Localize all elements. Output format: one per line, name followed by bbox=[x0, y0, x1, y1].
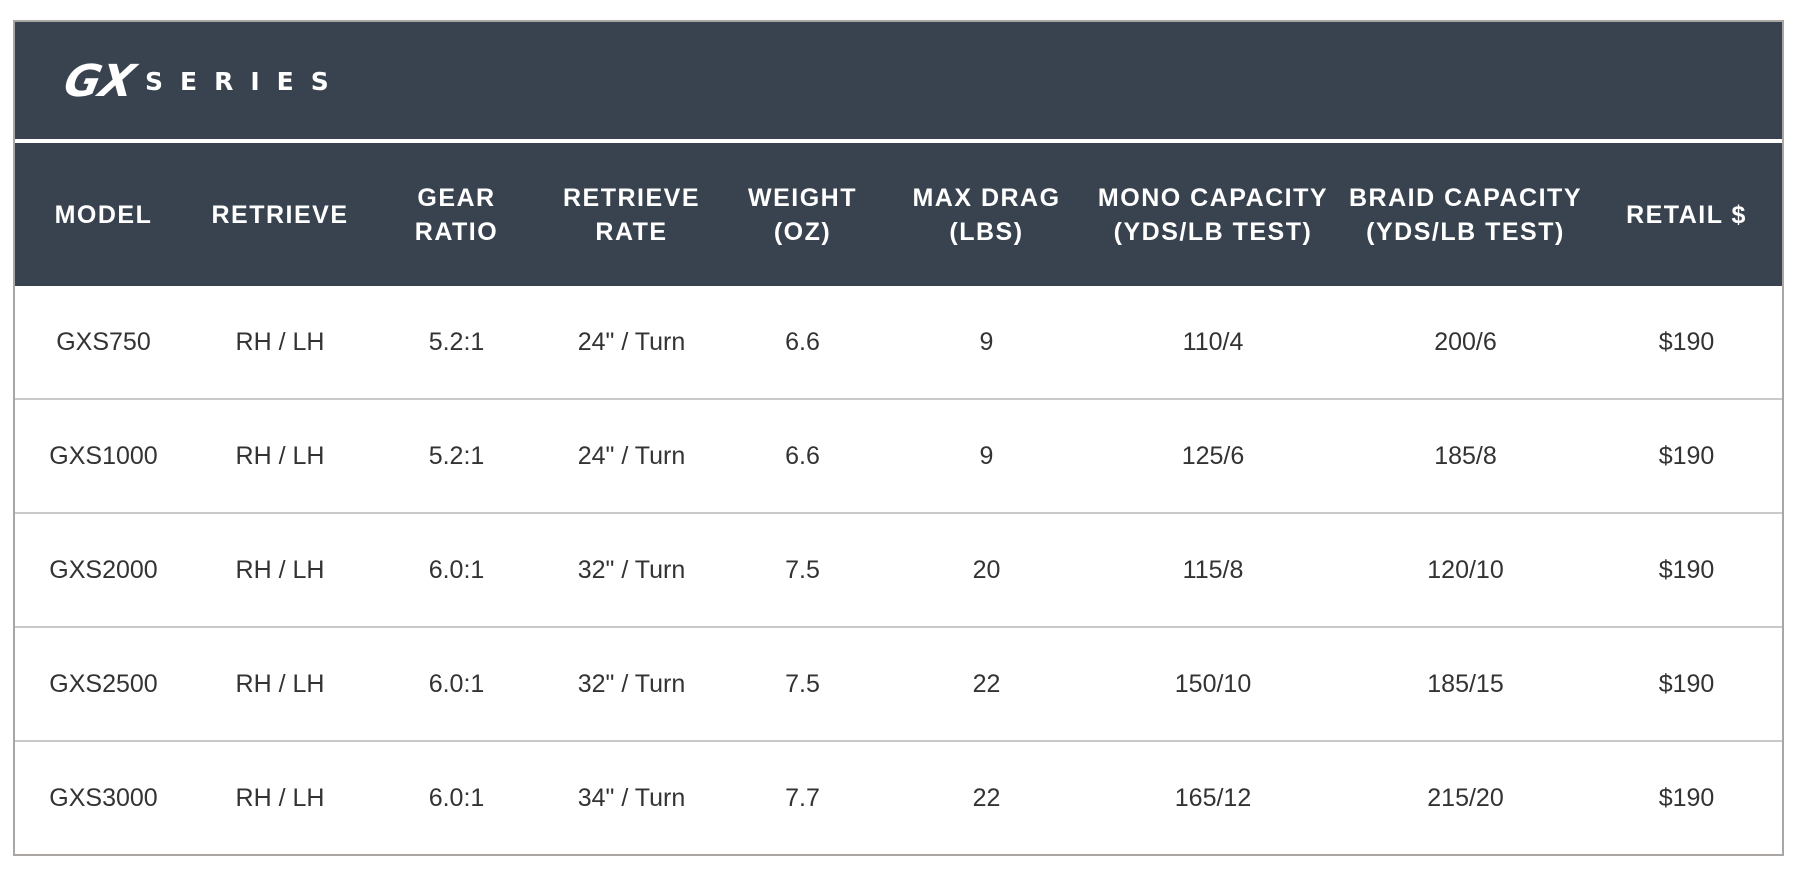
cell-retrieve: RH / LH bbox=[235, 441, 325, 470]
cell-braid-capacity: 185/8 bbox=[1434, 441, 1497, 470]
cell-max-drag: 22 bbox=[972, 669, 1001, 698]
table-row: GXS1000 RH / LH 5.2:1 24" / Turn 6.6 9 125/6 18… bbox=[15, 400, 1782, 514]
cell-weight: 7.5 bbox=[785, 669, 820, 698]
cell-weight: 7.5 bbox=[785, 555, 820, 584]
cell-gear-ratio: 5.2:1 bbox=[428, 441, 485, 470]
column-header-braid-capacity: BRAID CAPACITY (YDS/LB TEST) bbox=[1348, 183, 1583, 246]
cell-braid-capacity: 200/6 bbox=[1434, 327, 1497, 356]
cell-braid-capacity: 215/20 bbox=[1427, 783, 1504, 812]
cell-retrieve-rate: 24" / Turn bbox=[577, 327, 686, 356]
cell-weight: 7.7 bbox=[785, 783, 820, 812]
cell-retail-price: $190 bbox=[1658, 327, 1715, 356]
cell-braid-capacity: 185/15 bbox=[1427, 669, 1504, 698]
column-header-mono-capacity: MONO CAPACITY (YDS/LB TEST) bbox=[1097, 183, 1329, 246]
cell-model: GXS2500 bbox=[49, 669, 158, 698]
cell-gear-ratio: 5.2:1 bbox=[428, 327, 485, 356]
cell-max-drag: 20 bbox=[972, 555, 1001, 584]
cell-retrieve: RH / LH bbox=[235, 783, 325, 812]
table-row: GXS750 RH / LH 5.2:1 24" / Turn 6.6 9 110/4 200… bbox=[15, 286, 1782, 400]
header-divider bbox=[15, 139, 1782, 143]
cell-mono-capacity: 165/12 bbox=[1174, 783, 1252, 812]
cell-retrieve: RH / LH bbox=[235, 555, 325, 584]
cell-gear-ratio: 6.0:1 bbox=[428, 669, 485, 698]
cell-retrieve-rate: 32" / Turn bbox=[577, 669, 686, 698]
cell-model: GXS750 bbox=[56, 327, 151, 356]
gx-series-logo: GX SERIES bbox=[60, 56, 346, 107]
cell-retrieve-rate: 34" / Turn bbox=[577, 783, 686, 812]
column-header-model: MODEL bbox=[54, 200, 153, 229]
cell-mono-capacity: 110/4 bbox=[1182, 327, 1244, 356]
cell-weight: 6.6 bbox=[785, 441, 820, 470]
cell-retrieve-rate: 32" / Turn bbox=[577, 555, 686, 584]
table-body: GXS750 RH / LH 5.2:1 24" / Turn 6.6 9 110/4 200… bbox=[15, 286, 1782, 854]
cell-model: GXS1000 bbox=[49, 441, 158, 470]
cell-retail-price: $190 bbox=[1658, 555, 1715, 584]
cell-model: GXS3000 bbox=[49, 783, 158, 812]
cell-weight: 6.6 bbox=[785, 327, 820, 356]
cell-mono-capacity: 125/6 bbox=[1181, 441, 1245, 470]
cell-mono-capacity: 150/10 bbox=[1174, 669, 1252, 698]
table-row: GXS3000 RH / LH 6.0:1 34" / Turn 7.7 22 165/12… bbox=[15, 742, 1782, 854]
cell-model: GXS2000 bbox=[49, 555, 158, 584]
cell-retrieve: RH / LH bbox=[235, 327, 325, 356]
cell-retail-price: $190 bbox=[1658, 783, 1715, 812]
cell-retail-price: $190 bbox=[1658, 669, 1715, 698]
table-row: GXS2500 RH / LH 6.0:1 32" / Turn 7.5 22 150/10… bbox=[15, 628, 1782, 742]
cell-mono-capacity: 115/8 bbox=[1182, 555, 1244, 584]
column-header-retrieve-rate: RETRIEVE RATE bbox=[562, 183, 701, 246]
cell-retrieve-rate: 24" / Turn bbox=[577, 441, 686, 470]
table-header: MODEL RETRIEVE GEAR RATIO RETRIEVE RATE WEIG… bbox=[15, 143, 1782, 286]
column-header-gear-ratio: GEAR RATIO bbox=[414, 183, 499, 246]
cell-max-drag: 9 bbox=[979, 441, 994, 470]
column-header-max-drag: MAX DRAG (LBS) bbox=[912, 183, 1061, 246]
cell-retrieve: RH / LH bbox=[235, 669, 325, 698]
cell-gear-ratio: 6.0:1 bbox=[428, 555, 485, 584]
title-bar: GX SERIES bbox=[15, 22, 1782, 139]
cell-max-drag: 22 bbox=[972, 783, 1001, 812]
table-row: GXS2000 RH / LH 6.0:1 32" / Turn 7.5 20 115/8 1… bbox=[15, 514, 1782, 628]
logo-series: SERIES bbox=[145, 67, 346, 96]
column-header-retrieve: RETRIEVE bbox=[211, 200, 349, 229]
cell-braid-capacity: 120/10 bbox=[1427, 555, 1504, 584]
spec-table: GX SERIES MODEL RETRIEVE GEAR RATIO RETRIEV… bbox=[13, 20, 1784, 856]
cell-max-drag: 9 bbox=[979, 327, 994, 356]
column-header-retail-price: RETAIL $ bbox=[1626, 200, 1747, 229]
cell-gear-ratio: 6.0:1 bbox=[428, 783, 485, 812]
column-header-weight: WEIGHT (OZ) bbox=[748, 183, 857, 246]
logo-gx: GX bbox=[59, 56, 139, 107]
cell-retail-price: $190 bbox=[1658, 441, 1715, 470]
